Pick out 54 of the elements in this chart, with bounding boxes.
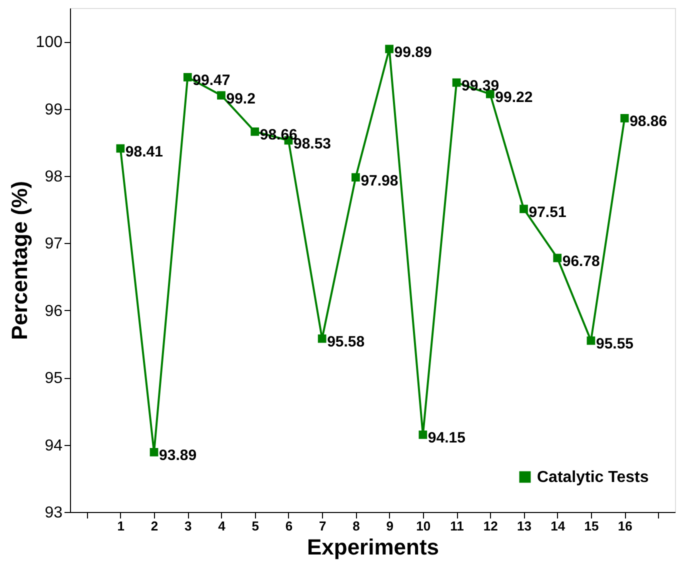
y-axis-title: Percentage (%) (6, 181, 32, 340)
data-label: 95.55 (596, 336, 634, 353)
point (385, 44, 394, 54)
data-label: 98.86 (630, 113, 668, 130)
point (183, 73, 192, 82)
x-tick-label: 7 (318, 518, 326, 534)
data-label: 99.89 (394, 44, 432, 61)
data-label: 99.2 (226, 90, 256, 108)
x-axis-title: Experiments (306, 534, 440, 560)
x-tick-label: 10 (416, 518, 431, 534)
point (418, 430, 428, 439)
point (116, 144, 125, 153)
y-tick-label: 94 (44, 437, 63, 454)
x-tick-label: 15 (584, 518, 599, 534)
point (620, 114, 629, 122)
x-tick-label: 5 (252, 518, 259, 534)
x-tick-label: 14 (550, 518, 566, 534)
y-tick-label: 99 (44, 101, 63, 118)
x-tick-label: 6 (285, 518, 293, 534)
point (520, 204, 528, 214)
x-tick-label: 3 (184, 518, 192, 534)
data-label: 93.89 (159, 447, 197, 464)
data-label: 96.78 (562, 252, 600, 270)
data-label: 98.41 (125, 143, 163, 160)
x-tick-label: 2 (150, 518, 158, 534)
x-tick-label: 8 (352, 518, 360, 534)
point (352, 173, 360, 182)
data-label: 97.51 (528, 204, 566, 221)
point (250, 127, 260, 136)
x-tick-label: 9 (386, 518, 394, 534)
point (318, 334, 326, 343)
data-label: 99.47 (192, 72, 230, 90)
x-tick-label: 13 (517, 518, 532, 534)
point (553, 254, 562, 262)
point (586, 336, 596, 345)
y-tick-label: 98 (44, 168, 63, 186)
y-tick-label: 100 (36, 34, 63, 52)
x-tick-label: 12 (483, 518, 498, 534)
data-label: 95.58 (327, 334, 365, 351)
data-label: 94.15 (428, 430, 466, 447)
x-tick-label: 16 (618, 518, 632, 534)
y-tick-label: 97 (44, 236, 63, 253)
legend-label: Catalytic Tests (537, 469, 649, 486)
point (217, 91, 226, 100)
x-tick-label: 1 (117, 518, 125, 534)
x-tick-label: 4 (218, 518, 226, 534)
x-tick-label: 11 (450, 518, 464, 534)
y-tick-label: 96 (44, 302, 63, 320)
y-tick-label: 93 (44, 504, 63, 522)
point (150, 448, 158, 456)
data-label: 99.22 (495, 89, 533, 106)
point (452, 78, 461, 87)
data-label: 97.98 (360, 172, 398, 190)
y-tick-label: 95 (44, 370, 63, 388)
